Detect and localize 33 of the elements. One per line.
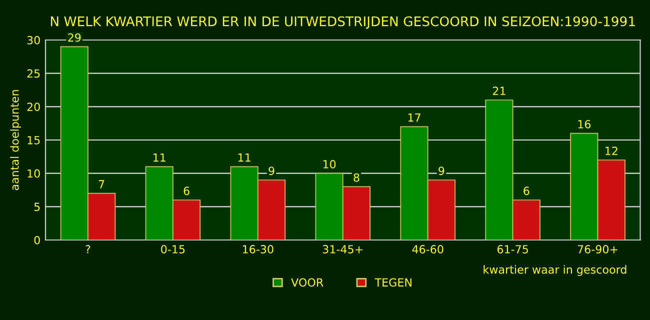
data-label: 10 xyxy=(323,160,336,168)
data-label: 6 xyxy=(524,186,530,196)
data-label: 8 xyxy=(354,173,360,182)
data-label: 11 xyxy=(154,153,166,162)
y-tick-label: 15 xyxy=(28,136,40,144)
y-tick-label: 25 xyxy=(27,69,40,78)
data-label: 7 xyxy=(98,180,104,188)
data-label: 6 xyxy=(184,186,190,196)
x-axis-title: kwartier waar in gescoord xyxy=(484,265,626,276)
data-label: 9 xyxy=(268,166,274,176)
x-tick-label: 31-45+ xyxy=(322,245,362,254)
x-tick-label: 16-30 xyxy=(242,245,274,254)
chart-title: N WELK KWARTIER WERD ER IN DE UITWEDSTRIJDEN GESCOORD IN SEIZOEN:1990-1991 xyxy=(50,16,635,29)
x-tick-label: 61-75 xyxy=(497,245,528,254)
x-tick-label: 0-15 xyxy=(161,245,185,254)
data-label: 16 xyxy=(578,120,591,128)
data-label: 9 xyxy=(438,166,444,176)
y-tick-label: 20 xyxy=(27,102,40,112)
data-label: 17 xyxy=(408,113,420,122)
legend-label: VOOR xyxy=(291,278,324,287)
data-label: 29 xyxy=(68,33,81,42)
x-tick-label: 46-60 xyxy=(412,245,444,254)
y-tick-label: 5 xyxy=(34,202,40,212)
data-label: 11 xyxy=(238,153,250,162)
x-tick-label: ? xyxy=(86,245,90,254)
y-tick-label: 10 xyxy=(28,169,40,178)
data-label: 12 xyxy=(606,146,618,155)
y-tick-label: 0 xyxy=(34,236,40,244)
y-axis-title: aantal doelpunten xyxy=(10,90,21,190)
y-tick-label: 30 xyxy=(27,36,40,44)
legend-label: TEGEN xyxy=(374,278,412,287)
x-tick-label: 76-90+ xyxy=(578,245,618,254)
data-label: 21 xyxy=(492,86,506,95)
